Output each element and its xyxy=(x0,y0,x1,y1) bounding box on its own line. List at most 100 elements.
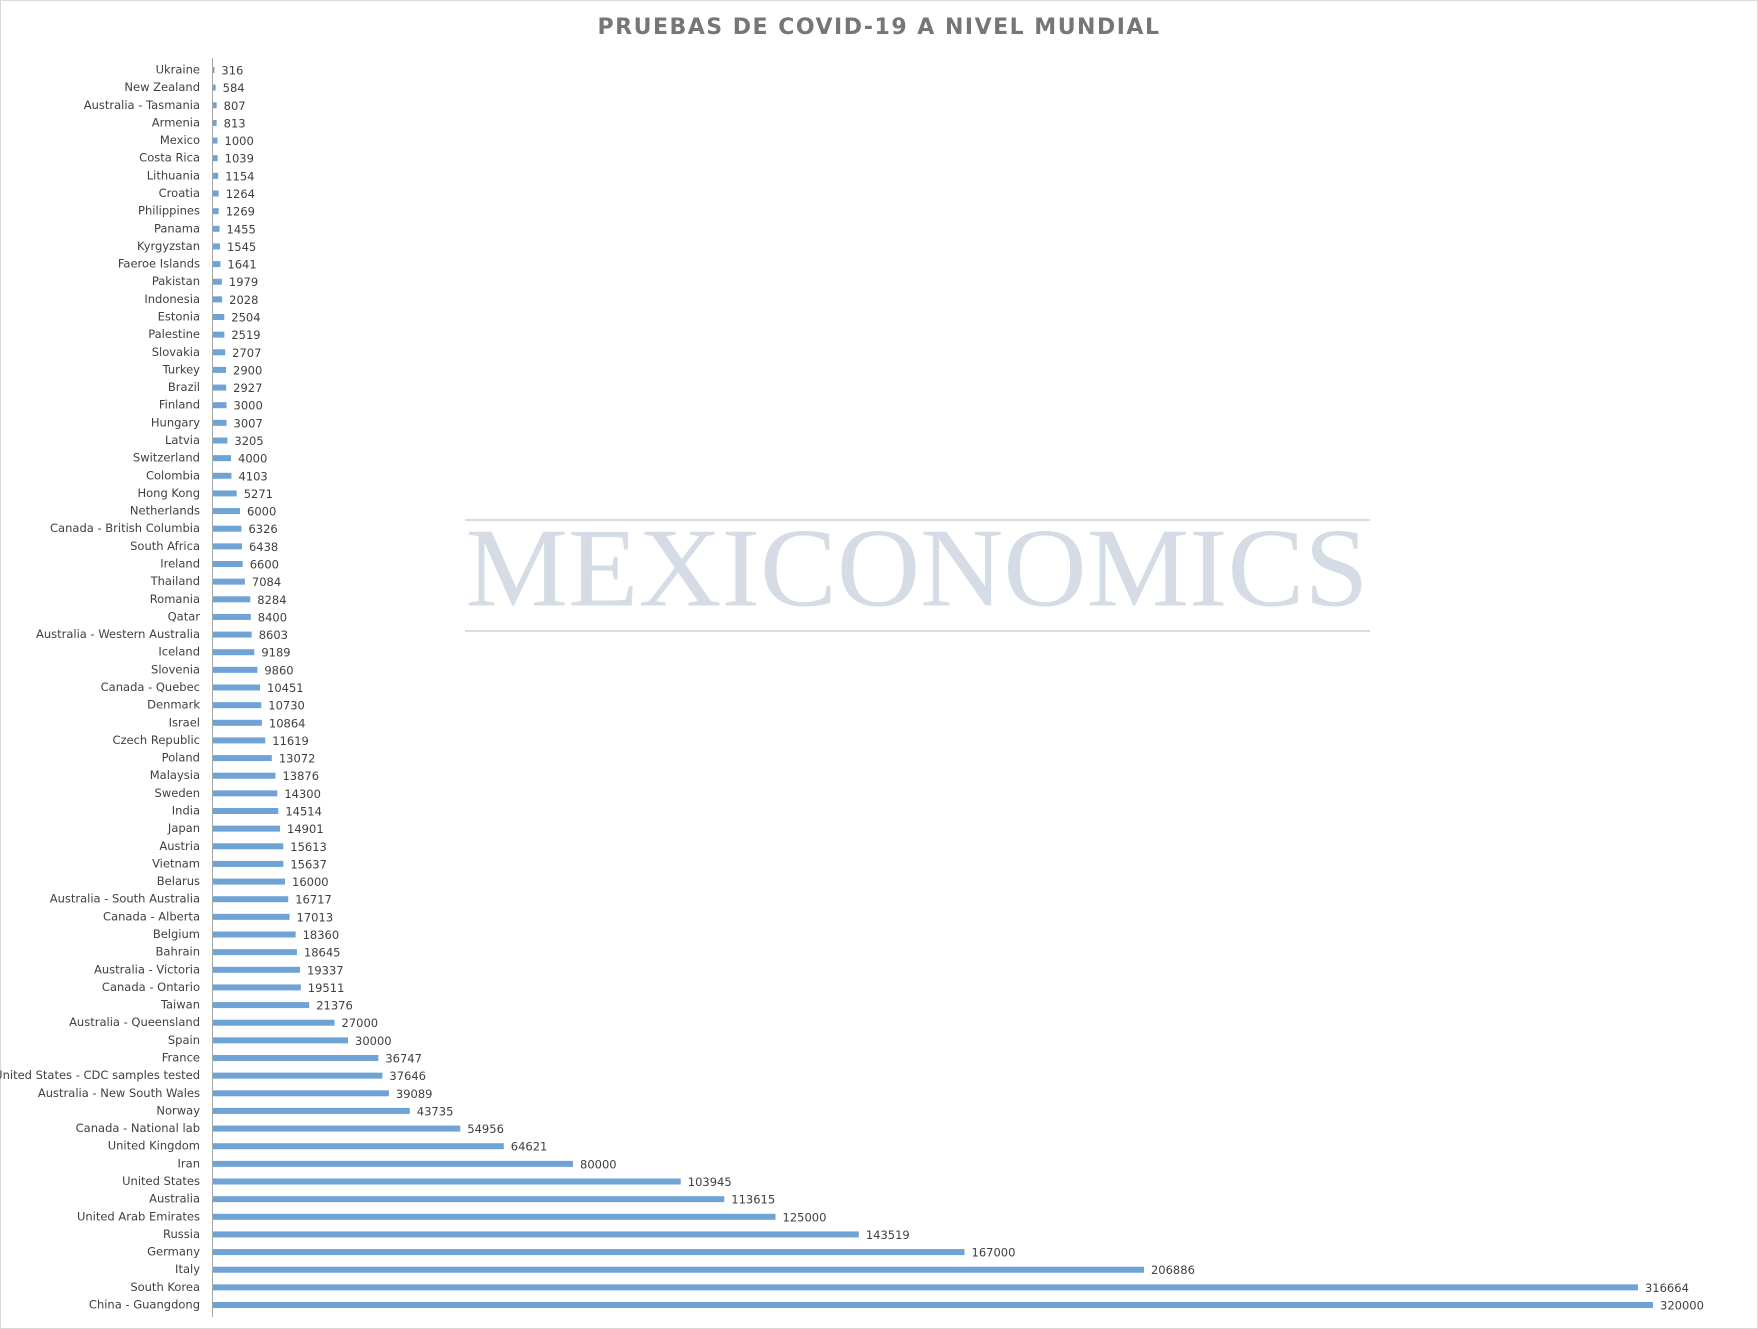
data-label: 19511 xyxy=(308,981,345,995)
data-label: 103945 xyxy=(688,1175,732,1189)
y-tick-label: Australia xyxy=(149,1192,200,1206)
bar xyxy=(213,190,219,197)
bar xyxy=(213,1037,348,1044)
y-tick-label: Hong Kong xyxy=(137,486,200,500)
data-label: 1641 xyxy=(227,258,256,272)
y-tick-label: Turkey xyxy=(162,362,201,376)
bar xyxy=(213,1002,310,1009)
y-tick-label: Czech Republic xyxy=(112,733,200,747)
y-tick-label: Australia - Victoria xyxy=(94,962,200,976)
bar xyxy=(213,578,245,585)
y-tick-label: Australia - Queensland xyxy=(69,1015,200,1029)
y-tick-label: Romania xyxy=(150,592,200,606)
y-tick-label: Belgium xyxy=(153,927,200,941)
bar xyxy=(213,1090,389,1097)
y-tick-label: United Arab Emirates xyxy=(77,1209,200,1223)
y-tick-label: Austria xyxy=(159,839,200,853)
y-tick-label: Russia xyxy=(163,1227,200,1241)
bar xyxy=(213,278,222,285)
y-tick-label: Australia - Western Australia xyxy=(36,627,200,641)
bar xyxy=(213,966,301,973)
data-label: 18360 xyxy=(303,928,340,942)
y-tick-label: Canada - British Columbia xyxy=(50,521,200,535)
y-tick-label: Costa Rica xyxy=(139,151,200,165)
bar xyxy=(213,949,297,956)
y-tick-label: Poland xyxy=(162,751,200,765)
data-label: 27000 xyxy=(342,1016,379,1030)
data-label: 39089 xyxy=(396,1087,433,1101)
y-tick-label: Ukraine xyxy=(156,63,200,77)
bar xyxy=(213,437,228,444)
data-label: 7084 xyxy=(252,575,281,589)
data-label: 11619 xyxy=(272,734,309,748)
bar xyxy=(213,508,240,515)
bar xyxy=(213,331,225,338)
bar xyxy=(213,155,218,162)
bar xyxy=(213,666,258,673)
bar xyxy=(213,808,279,814)
y-tick-label: Israel xyxy=(169,715,200,729)
y-tick-label: Pakistan xyxy=(152,274,200,288)
data-label: 143519 xyxy=(866,1228,910,1242)
y-tick-label: Iceland xyxy=(158,645,200,659)
data-label: 1264 xyxy=(226,187,255,201)
data-label: 1269 xyxy=(226,205,255,219)
data-label: 2707 xyxy=(232,346,261,360)
y-tick-label: Malaysia xyxy=(150,768,200,782)
y-tick-label: Canada - National lab xyxy=(76,1121,200,1135)
y-tick-label: Australia - Tasmania xyxy=(84,98,200,112)
data-label: 10864 xyxy=(269,716,306,730)
bar xyxy=(213,843,284,850)
data-label: 1455 xyxy=(227,222,256,236)
data-label: 13876 xyxy=(282,769,319,783)
data-label: 15613 xyxy=(290,840,327,854)
bar xyxy=(213,1125,461,1132)
data-label: 14514 xyxy=(285,805,322,819)
data-label: 6326 xyxy=(248,522,277,536)
data-label: 3007 xyxy=(234,416,263,430)
data-label: 1979 xyxy=(229,275,258,289)
data-label: 16717 xyxy=(295,893,332,907)
bar xyxy=(213,102,217,109)
y-tick-label: Hungary xyxy=(151,415,200,429)
data-label: 206886 xyxy=(1151,1263,1195,1277)
data-label: 167000 xyxy=(972,1246,1016,1260)
data-label: 8603 xyxy=(259,628,288,642)
bar xyxy=(213,755,272,762)
data-label: 320000 xyxy=(1660,1299,1704,1313)
data-label: 15637 xyxy=(290,857,327,871)
chart-title: PRUEBAS DE COVID-19 A NIVEL MUNDIAL xyxy=(598,15,1161,40)
data-label: 316664 xyxy=(1645,1281,1689,1295)
y-tick-label: Kyrgyzstan xyxy=(137,239,200,253)
y-tick-label: Qatar xyxy=(168,609,201,623)
bar xyxy=(213,1143,504,1150)
data-label: 4103 xyxy=(238,469,267,483)
bar xyxy=(213,1302,1653,1308)
bar xyxy=(213,772,276,779)
data-label: 3000 xyxy=(234,399,263,413)
bar xyxy=(213,702,262,709)
bar xyxy=(213,402,227,409)
y-tick-label: Panama xyxy=(154,221,200,235)
y-tick-label: Bahrain xyxy=(156,945,200,959)
y-tick-label: United Kingdom xyxy=(108,1139,200,1153)
y-tick-label: Switzerland xyxy=(133,451,200,465)
data-label: 316 xyxy=(221,64,243,78)
y-tick-label: Brazil xyxy=(168,380,200,394)
bar xyxy=(213,1019,335,1026)
bar xyxy=(213,737,266,744)
y-tick-label: Taiwan xyxy=(160,998,200,1012)
bar xyxy=(213,543,242,550)
bar xyxy=(213,243,220,250)
bar xyxy=(213,225,220,232)
data-label: 8284 xyxy=(257,593,286,607)
bar xyxy=(213,1160,573,1167)
y-tick-label: India xyxy=(172,804,200,818)
y-tick-label: Slovakia xyxy=(152,345,200,359)
bar xyxy=(213,455,231,462)
y-tick-label: Australia - South Australia xyxy=(50,892,200,906)
data-label: 4000 xyxy=(238,452,267,466)
y-tick-label: Armenia xyxy=(152,115,200,129)
bar xyxy=(213,825,281,832)
y-tick-label: China - Guangdong xyxy=(89,1298,200,1312)
